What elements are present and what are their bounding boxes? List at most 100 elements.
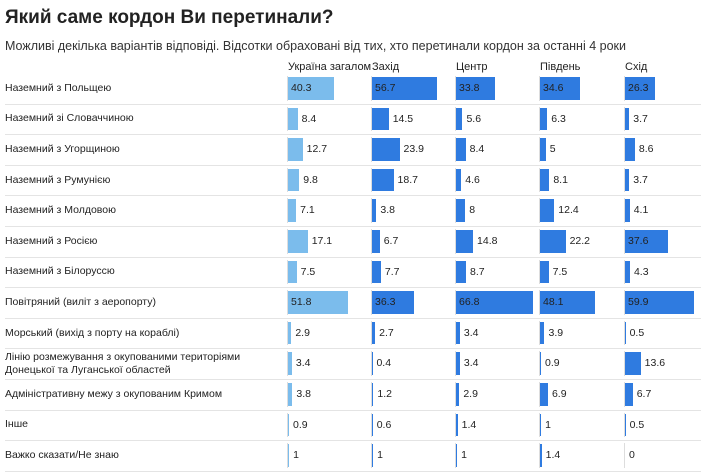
bar [456, 168, 462, 192]
cell-divider [539, 351, 540, 376]
value-label: 7.5 [300, 265, 316, 278]
cell-divider [455, 412, 456, 438]
bar [372, 77, 438, 100]
row-divider [5, 164, 701, 166]
bar [540, 77, 580, 100]
cell-divider [539, 320, 540, 346]
value-label: 1.4 [545, 449, 561, 462]
bar [540, 321, 545, 345]
bar [372, 199, 377, 222]
value-label: 3.9 [548, 326, 564, 339]
value-label: 26.3 [628, 82, 649, 94]
value-label: 12.4 [558, 204, 579, 217]
value-label: 6.7 [636, 388, 652, 400]
cell-divider [371, 320, 372, 346]
bar [456, 138, 466, 161]
cell-divider [371, 351, 372, 376]
bar [372, 168, 394, 192]
bar [540, 230, 566, 253]
value-label: 3.4 [463, 357, 479, 370]
bar [540, 138, 546, 161]
value-label: 17.1 [311, 235, 333, 247]
cell-divider [539, 382, 540, 407]
bar [540, 168, 550, 192]
cell-divider [287, 412, 288, 438]
bar [625, 107, 630, 131]
bar [625, 138, 635, 161]
cell-divider [539, 76, 540, 101]
cell-divider [624, 167, 625, 193]
row-label: Наземний з Росією [5, 234, 98, 247]
bar [625, 413, 626, 437]
value-label: 8.1 [553, 173, 568, 186]
bar [540, 444, 542, 467]
row-divider [5, 470, 701, 472]
value-label: 1 [377, 449, 383, 462]
value-label: 8.4 [301, 112, 317, 125]
bar [288, 413, 290, 437]
cell-divider [287, 259, 288, 285]
bar [456, 291, 533, 314]
bar [288, 291, 348, 314]
cell-divider [624, 106, 625, 132]
value-label: 8.6 [638, 143, 654, 156]
cell-divider [287, 76, 288, 101]
value-label: 3.7 [633, 112, 648, 125]
cell-divider [624, 320, 625, 346]
value-label: 18.7 [397, 173, 418, 186]
row-label: Адміністративну межу з окупованим Кримом [5, 387, 223, 400]
value-label: 8.4 [469, 143, 485, 156]
bar [456, 352, 460, 375]
value-label: 14.8 [477, 235, 498, 247]
value-label: 3.8 [380, 204, 395, 217]
row-divider [5, 226, 701, 227]
bar [540, 107, 548, 131]
bar [540, 199, 555, 222]
bar [625, 230, 669, 253]
cell-divider [539, 259, 540, 285]
bar [288, 230, 308, 253]
value-label: 8 [469, 204, 476, 217]
value-label: 51.8 [291, 296, 312, 309]
cell-divider [624, 259, 625, 285]
value-label: 9.8 [303, 173, 318, 186]
value-label: 33.8 [459, 82, 480, 94]
cell-divider [455, 320, 456, 346]
row-divider [5, 256, 701, 258]
value-label: 2.7 [379, 326, 394, 339]
cell-divider [287, 443, 288, 468]
cell-divider [455, 106, 456, 132]
cell-divider [371, 412, 372, 438]
cell-divider [455, 351, 456, 376]
cell-divider [455, 443, 456, 468]
cell-divider [624, 351, 625, 376]
value-label: 7.5 [552, 265, 568, 278]
cell-divider [287, 167, 288, 193]
bar [540, 352, 542, 375]
bar [372, 230, 380, 253]
cell-divider [287, 137, 288, 162]
row-divider [5, 440, 701, 442]
bar [372, 260, 381, 284]
bar [540, 383, 548, 406]
cell-divider [624, 290, 625, 315]
bar [625, 383, 633, 406]
value-label: 2.9 [463, 388, 478, 400]
bar [456, 260, 467, 284]
value-label: 4.6 [465, 173, 480, 186]
value-label: 4.3 [633, 265, 649, 278]
value-label: 66.8 [459, 296, 480, 309]
row-divider [5, 317, 701, 319]
bar [288, 107, 298, 131]
cell-divider [539, 137, 540, 162]
value-label: 0.9 [545, 357, 560, 370]
cell-divider [624, 137, 625, 162]
value-label: 37.6 [628, 235, 649, 247]
value-label: 34.6 [543, 82, 564, 94]
row-label: Наземний з Польщею [5, 81, 112, 94]
cell-divider [287, 382, 288, 407]
chart-title: Який саме кордон Ви перетинали? [5, 7, 334, 28]
bar [456, 383, 460, 406]
value-label: 0.4 [376, 357, 392, 370]
